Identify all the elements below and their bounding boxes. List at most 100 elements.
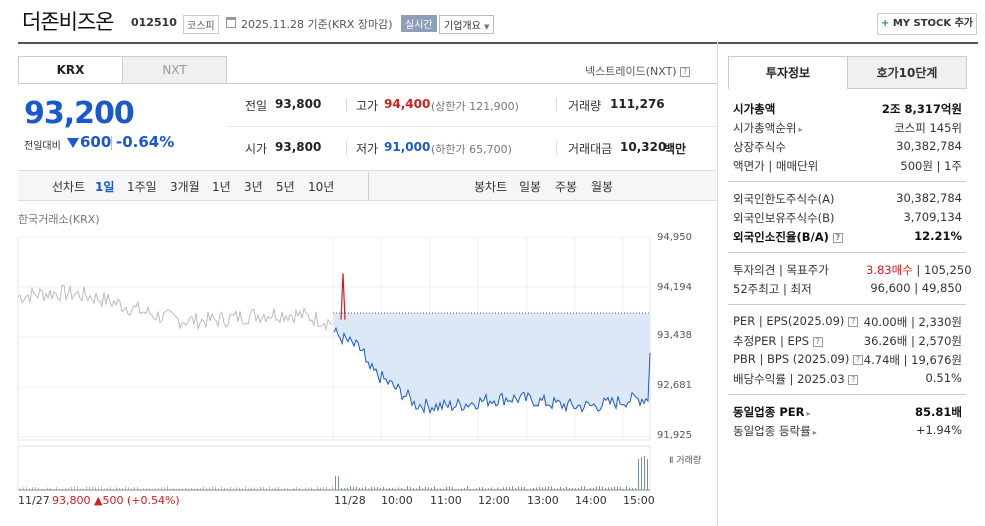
volume-bar [518, 486, 519, 490]
volume-bar [407, 486, 408, 490]
volume-bar [26, 487, 27, 490]
par-value-label: 액면가 | 매매단위 [733, 159, 819, 173]
tab-invest-info[interactable]: 투자정보 [728, 56, 848, 89]
sector-per-link[interactable]: 동일업종 PER ▸ [733, 404, 810, 420]
volume-bar [53, 488, 54, 490]
foreign-held-label: 외국인보유주식수(B) [733, 211, 835, 225]
volume-bar [350, 486, 351, 490]
volume-bar [515, 488, 516, 490]
tab-krx[interactable]: KRX [18, 56, 123, 84]
tab-nxt[interactable]: NXT [122, 56, 227, 84]
volume-bar [383, 487, 384, 490]
volume-bar [32, 487, 33, 490]
volume-bar [293, 487, 294, 490]
volume-bar [128, 487, 129, 490]
volume-plot-area [17, 445, 651, 491]
volume-bar [86, 486, 87, 490]
week52-label: 52주최고 | 최저 [733, 282, 812, 296]
sector-change-link[interactable]: 동일업종 등락률 ▸ [733, 423, 817, 439]
volume-bar [134, 486, 135, 490]
est-per-label: 추정PER | EPS [733, 334, 810, 348]
candle-weekly[interactable]: 주봉 [555, 180, 578, 194]
volume-bar [368, 488, 369, 490]
tab-orderbook[interactable]: 호가10단계 [847, 56, 967, 89]
help-icon[interactable]: ? [848, 374, 859, 385]
company-overview-dropdown[interactable]: 기업개요 ▼ [439, 15, 495, 34]
volume-bar [302, 488, 303, 490]
volume-bar [179, 488, 180, 490]
volume-bar [491, 487, 492, 490]
stat-divider [346, 98, 347, 112]
volume-bar [68, 487, 69, 490]
candle-monthly[interactable]: 월봉 [591, 180, 614, 194]
help-icon[interactable]: ? [812, 336, 823, 347]
help-icon[interactable]: ? [852, 354, 863, 365]
amount-label: 거래대금 [568, 142, 613, 156]
listed-shares-label: 상장주식수 [733, 140, 786, 154]
volume-bar [71, 486, 72, 490]
chevron-right-icon: ▸ [806, 409, 811, 418]
sector-change-label: 동일업종 등락률 [733, 424, 811, 438]
period-1d[interactable]: 1일 [95, 180, 115, 194]
volume-bar [440, 488, 441, 490]
listed-shares-value: 30,382,784 [896, 139, 962, 153]
volume-bar [200, 488, 201, 490]
foreign-ratio-value: 12.21% [914, 229, 962, 243]
volume-bar [311, 487, 312, 490]
candle-daily[interactable]: 일봉 [519, 180, 542, 194]
volume-bar [455, 488, 456, 490]
volume-bar [398, 487, 399, 490]
market-cap-value: 2조 8,317억원 [881, 102, 962, 116]
pbr-bps-label: PBR | BPS (2025.09) [733, 352, 850, 366]
period-1y[interactable]: 1년 [212, 180, 231, 194]
volume-bar [428, 487, 429, 490]
volume-bar [248, 488, 249, 490]
volume-bar [101, 486, 102, 490]
volume-bar [272, 488, 273, 490]
volume-bar [596, 486, 597, 490]
volume-bar [131, 488, 132, 490]
volume-bar [236, 487, 237, 490]
realtime-button[interactable]: 실시간 [401, 15, 437, 32]
volume-bar [215, 486, 216, 490]
volume-bar [614, 486, 615, 490]
volume-bar [263, 486, 264, 490]
nextrade-link[interactable]: 넥스트레이드(NXT) ? [585, 63, 691, 79]
price-chart [17, 236, 651, 491]
volume-bar [353, 486, 354, 490]
volume-bar [125, 486, 126, 490]
volume-bar [317, 486, 318, 490]
volume-bar [524, 486, 525, 490]
period-10y[interactable]: 10년 [308, 180, 335, 194]
open-value: 93,800 [275, 140, 322, 154]
y-tick-label: 94,950 [657, 232, 692, 243]
period-3y[interactable]: 3년 [244, 180, 263, 194]
volume-bar [23, 487, 24, 490]
volume-bar [542, 487, 543, 490]
volume-bar [338, 476, 339, 490]
change-label: 전일대비 [24, 141, 61, 152]
period-1w[interactable]: 1주일 [127, 180, 157, 194]
y-tick-label: 91,925 [657, 430, 692, 441]
volume-label-text: 거래량 [676, 456, 702, 466]
period-3m[interactable]: 3개월 [170, 180, 200, 194]
volume-bar [362, 487, 363, 490]
period-5y[interactable]: 5년 [276, 180, 295, 194]
upper-limit: (상한가 121,900) [431, 100, 519, 113]
help-icon[interactable]: ? [848, 316, 859, 327]
volume-bar [242, 487, 243, 490]
help-icon[interactable]: ? [832, 232, 843, 243]
est-per-label-wrap: 추정PER | EPS ? [733, 333, 823, 349]
prev-day-line [17, 284, 333, 331]
add-mystock-button[interactable]: + MY STOCK 추가 [877, 13, 977, 35]
volume-bar [572, 487, 573, 490]
chevron-right-icon: ▸ [798, 125, 803, 134]
volume-bar [44, 488, 45, 490]
volume-bar [212, 486, 213, 490]
market-cap-rank-link[interactable]: 시가총액순위 ▸ [733, 120, 803, 136]
volume-bar [152, 488, 153, 490]
volume-bar [278, 486, 279, 490]
today-series [333, 326, 651, 415]
volume-bar [47, 487, 48, 490]
tab-underline [18, 83, 718, 84]
